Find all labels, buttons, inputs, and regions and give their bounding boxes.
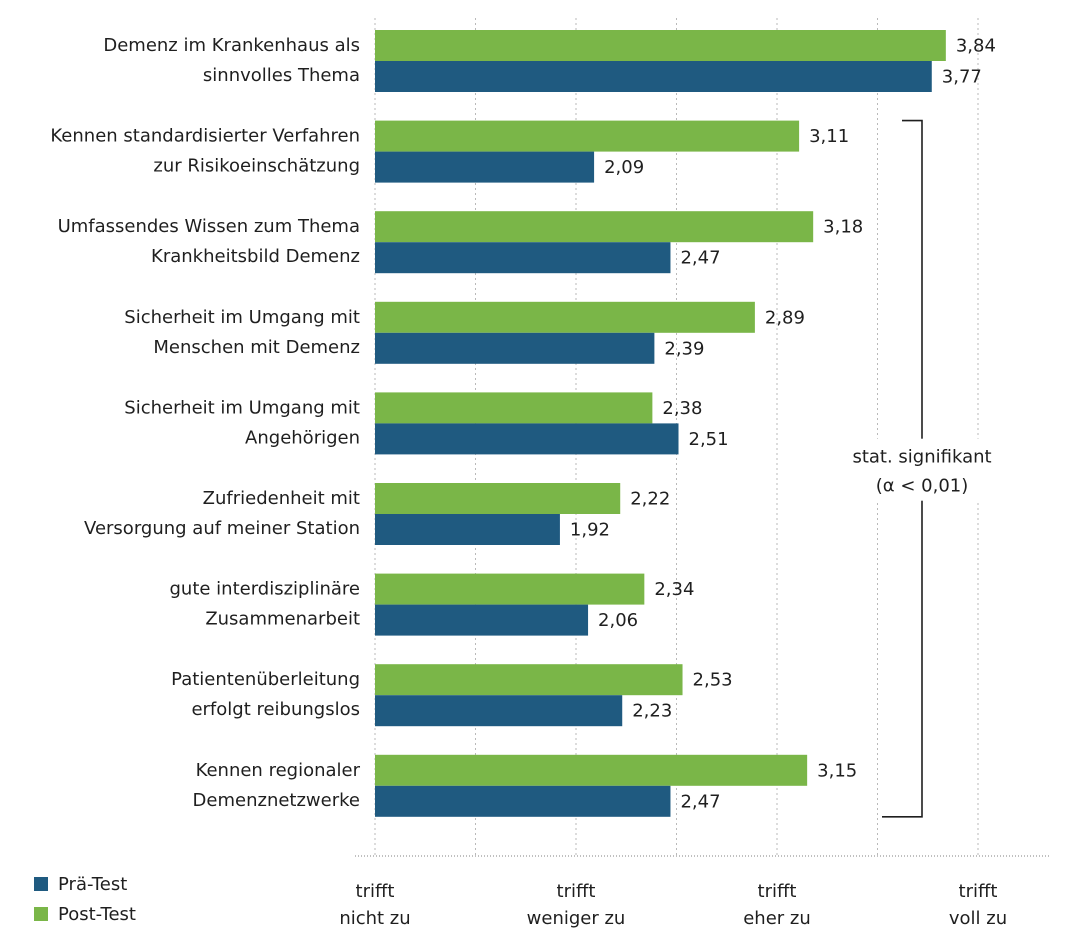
bar-posttest-6 — [375, 573, 645, 605]
x-tick-label: trifft — [356, 881, 395, 902]
legend-label: Post-Test — [58, 904, 136, 925]
category-label: Kennen regionaler — [196, 760, 361, 781]
significance-label: (α < 0,01) — [876, 476, 969, 497]
x-tick-label: voll zu — [949, 908, 1007, 929]
value-label: 3,18 — [823, 217, 863, 238]
annotation-backing — [852, 438, 992, 501]
value-label: 2,38 — [662, 398, 702, 419]
category-label: erfolgt reibungslos — [191, 699, 360, 720]
bar-prtest-5 — [375, 514, 560, 545]
value-label: 1,92 — [570, 520, 610, 541]
bar-posttest-2 — [375, 211, 814, 243]
x-tick-label: trifft — [557, 881, 596, 902]
category-label: Menschen mit Demenz — [153, 337, 360, 358]
bar-prtest-0 — [375, 61, 932, 92]
value-label: 3,11 — [809, 126, 849, 147]
bar-prtest-8 — [375, 785, 671, 817]
bar-prtest-2 — [375, 242, 671, 274]
bar-prtest-7 — [375, 695, 623, 727]
x-tick-label: trifft — [758, 881, 797, 902]
category-label: zur Risikoeinschätzung — [153, 156, 360, 177]
category-label: Demenznetzwerke — [193, 790, 360, 811]
category-label: Demenz im Krankenhaus als — [103, 35, 360, 56]
bar-posttest-8 — [375, 754, 808, 786]
legend-swatch — [34, 877, 48, 891]
category-label: Kennen standardisierter Verfahren — [50, 126, 360, 147]
value-label: 2,22 — [630, 489, 670, 510]
category-label: Umfassendes Wissen zum Thema — [58, 216, 360, 237]
bar-posttest-0 — [375, 30, 946, 61]
x-tick-label: weniger zu — [527, 908, 626, 929]
value-label: 2,47 — [680, 248, 720, 269]
x-tick-label: nicht zu — [339, 908, 410, 929]
significance-label: stat. signifikant — [852, 447, 991, 468]
value-label: 3,84 — [956, 36, 996, 57]
value-label: 2,06 — [598, 610, 638, 631]
category-label: Zufriedenheit mit — [203, 488, 360, 509]
bar-posttest-7 — [375, 664, 683, 696]
bar-posttest-5 — [375, 483, 621, 514]
bar-posttest-1 — [375, 120, 800, 152]
bar-prtest-6 — [375, 604, 589, 636]
value-label: 2,09 — [604, 157, 644, 178]
bar-prtest-1 — [375, 151, 595, 183]
value-label: 2,23 — [632, 701, 672, 722]
bar-prtest-4 — [375, 423, 679, 455]
category-label: Zusammenarbeit — [205, 609, 360, 630]
value-label: 2,47 — [680, 791, 720, 812]
value-label: 3,77 — [942, 67, 982, 88]
category-label: Krankheitsbild Demenz — [151, 246, 360, 267]
category-label: Sicherheit im Umgang mit — [124, 307, 360, 328]
value-label: 2,89 — [765, 307, 805, 328]
x-tick-label: eher zu — [743, 908, 811, 929]
value-label: 2,53 — [693, 670, 733, 691]
category-label: sinnvolles Thema — [203, 65, 360, 86]
category-label: Sicherheit im Umgang mit — [124, 397, 360, 418]
value-label: 2,51 — [689, 429, 729, 450]
legend-swatch — [34, 907, 48, 921]
bar-posttest-3 — [375, 301, 755, 333]
bar-posttest-4 — [375, 392, 653, 424]
legend-label: Prä-Test — [58, 874, 127, 895]
category-label: Versorgung auf meiner Station — [84, 518, 360, 539]
value-label: 2,34 — [654, 579, 694, 600]
value-label: 2,39 — [664, 338, 704, 359]
category-label: Patientenüberleitung — [171, 669, 360, 690]
value-label: 3,15 — [817, 760, 857, 781]
x-tick-label: trifft — [959, 881, 998, 902]
bar-prtest-3 — [375, 332, 655, 364]
category-label: Angehörigen — [245, 427, 360, 448]
category-label: gute interdisziplinäre — [169, 579, 360, 600]
